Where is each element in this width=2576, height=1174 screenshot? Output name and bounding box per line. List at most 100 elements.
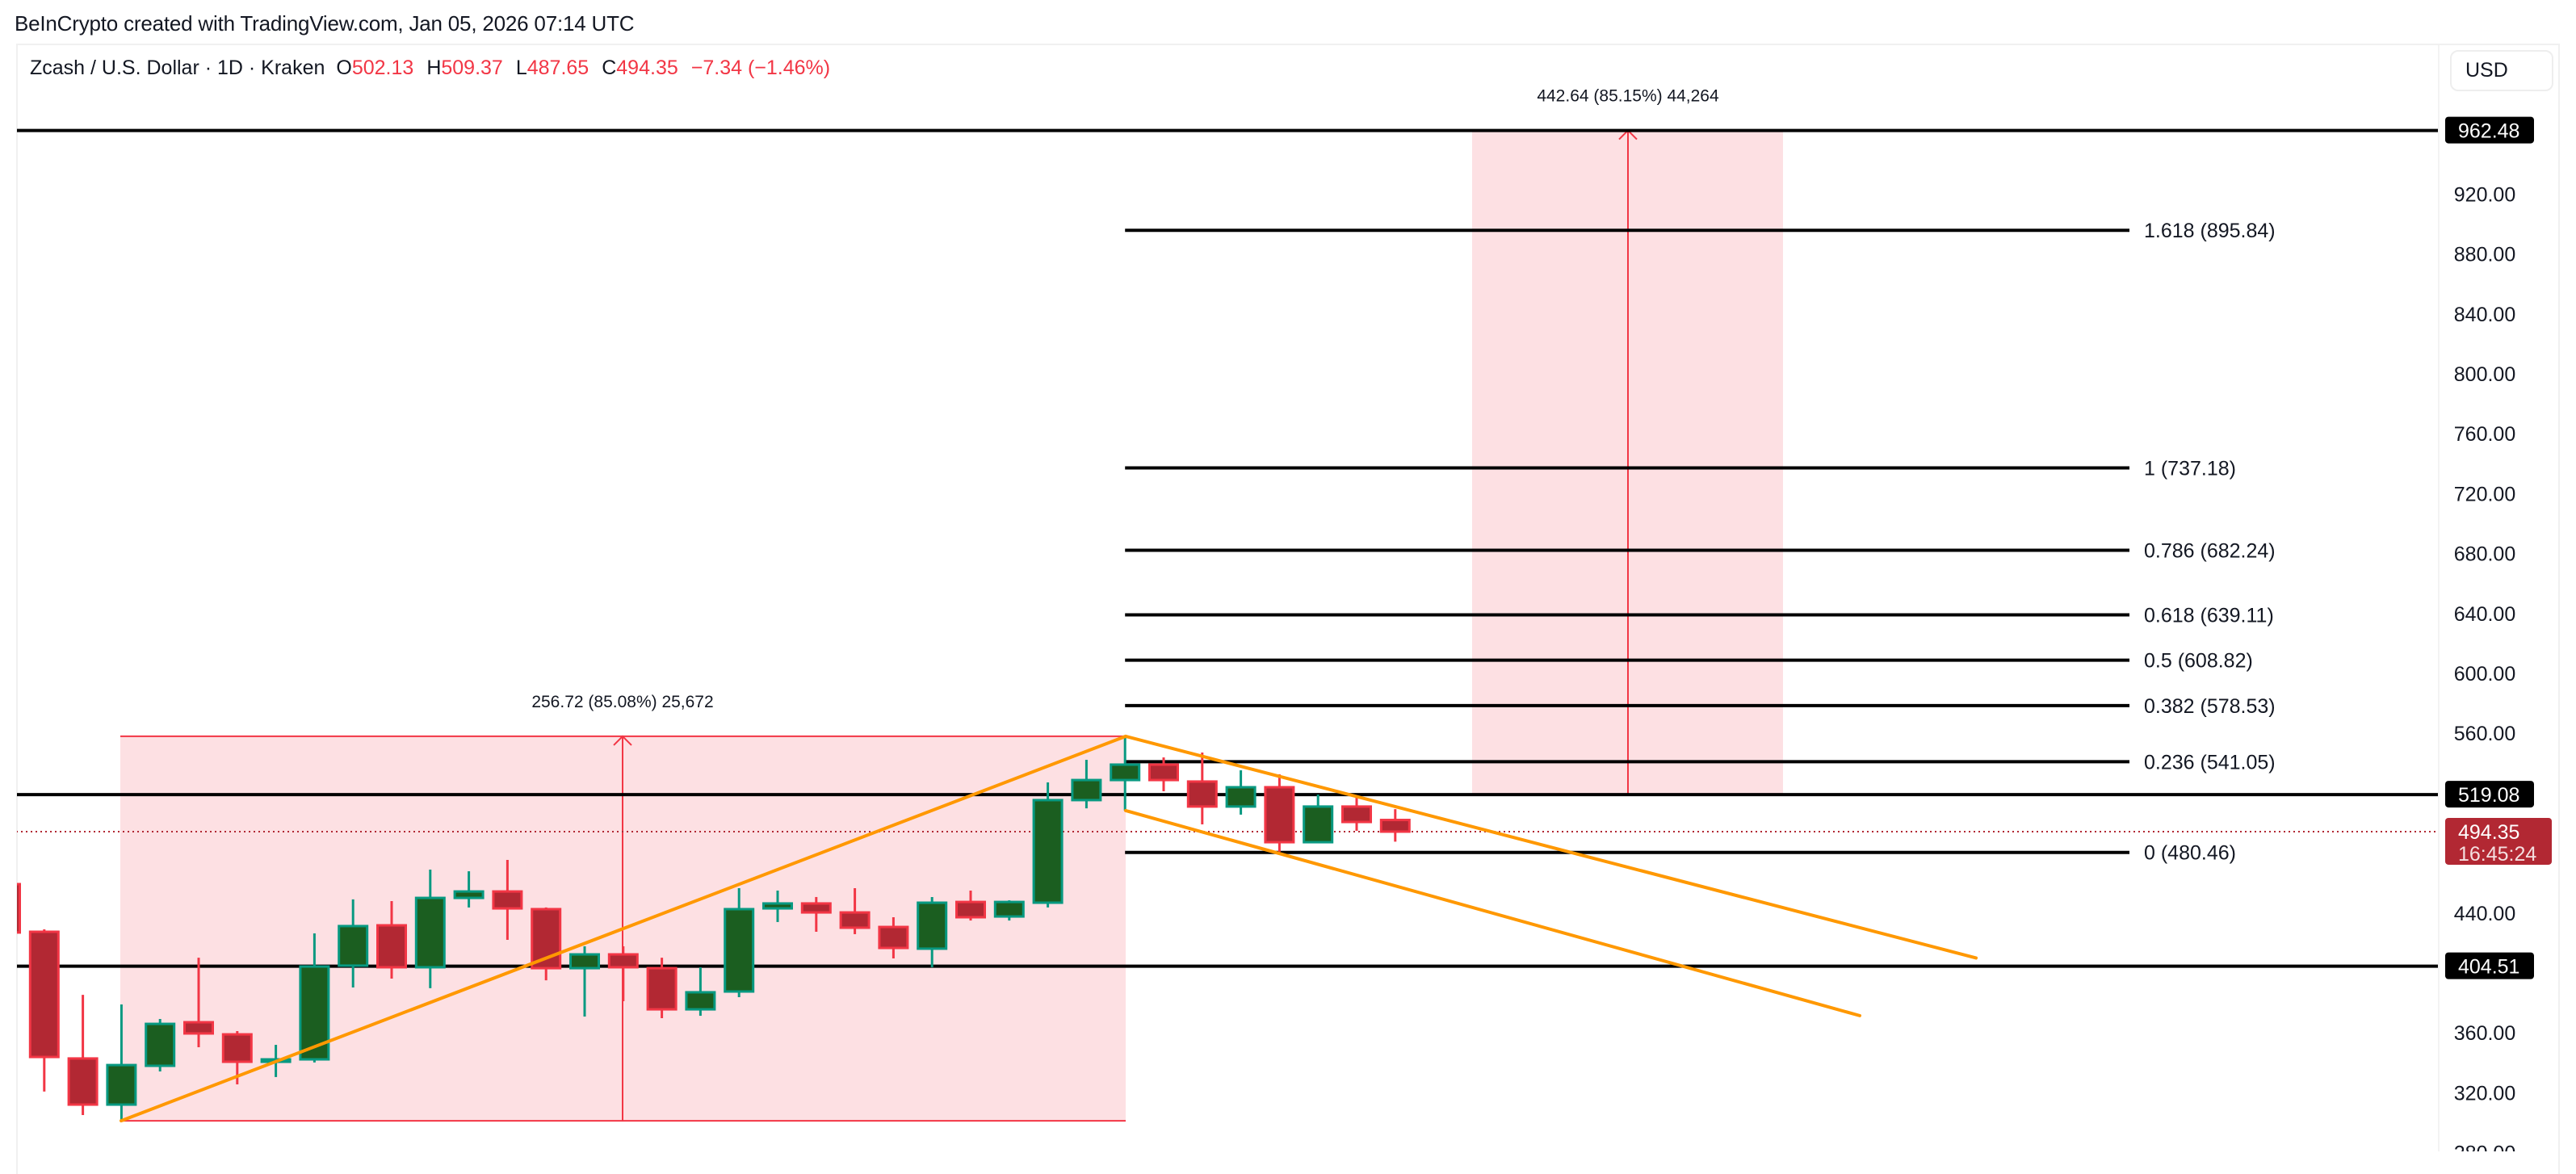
candle[interactable]: [1071, 760, 1102, 809]
close-key: C: [602, 57, 617, 79]
measure-label: 442.64 (85.15%) 44,264: [1537, 87, 1719, 106]
candle-body: [646, 966, 678, 1011]
measure-labels-layer: 256.72 (85.08%) 25,672 442.64 (85.15%) 44…: [531, 87, 1719, 711]
countdown-text: 16:45:24: [2458, 843, 2536, 866]
candle[interactable]: [1303, 795, 1334, 844]
candle-body: [724, 908, 755, 993]
fib-level-label: 0.382 (578.53): [2144, 695, 2276, 718]
candle-body: [183, 1021, 214, 1035]
candle[interactable]: [1379, 809, 1411, 842]
candle[interactable]: [414, 870, 446, 988]
candle[interactable]: [376, 900, 407, 979]
fib-level-label: 0.5 (608.82): [2144, 650, 2253, 673]
price-axis-tick: 360.00: [2454, 1022, 2515, 1045]
candle-body: [607, 953, 639, 969]
price-axis-tick: 760.00: [2454, 423, 2515, 446]
currency-button[interactable]: USD: [2450, 50, 2553, 91]
price-axis-tick: 640.00: [2454, 603, 2515, 626]
candle[interactable]: [1225, 770, 1257, 815]
flag-upper-line[interactable]: [1124, 734, 1978, 960]
candle-body: [67, 1057, 99, 1106]
candle[interactable]: [1264, 774, 1295, 852]
candle[interactable]: [67, 995, 99, 1116]
candle[interactable]: [1186, 752, 1218, 824]
candle-body: [492, 890, 523, 910]
candle[interactable]: [607, 945, 639, 1002]
price-axis-tick: 720.00: [2454, 483, 2515, 505]
candle-body: [1225, 786, 1257, 808]
price-tag: [2445, 116, 2534, 144]
low-key: L: [515, 57, 527, 79]
candle-body: [1071, 778, 1102, 802]
candle[interactable]: [993, 900, 1025, 921]
candle[interactable]: [1341, 797, 1372, 831]
candle[interactable]: [685, 966, 716, 1017]
open-key: O: [336, 57, 352, 79]
candle[interactable]: [839, 888, 871, 934]
candle-body: [1341, 805, 1372, 824]
candle[interactable]: [0, 883, 21, 934]
low-value: 487.65: [527, 57, 589, 79]
candle-body: [1110, 763, 1141, 782]
price-tag-text: 494.35: [2458, 821, 2519, 844]
fib-level-label: 1 (737.18): [2144, 458, 2236, 480]
candlestick-series[interactable]: [0, 736, 1411, 1122]
candle[interactable]: [1110, 736, 1141, 811]
flag-lower-line[interactable]: [1124, 808, 1861, 1017]
price-axis-tick: 320.00: [2454, 1082, 2515, 1105]
fib-level-label: 0 (480.46): [2144, 842, 2236, 865]
symbol-legend: Zcash / U.S. Dollar · 1D · Kraken O 502.…: [30, 57, 830, 80]
price-axis-separator: [2438, 45, 2440, 1151]
price-tag-text: 519.08: [2458, 784, 2519, 807]
candle[interactable]: [955, 890, 986, 921]
candle-body: [878, 925, 909, 950]
candle-body: [839, 911, 871, 929]
candle-body: [453, 890, 485, 899]
candle[interactable]: [338, 899, 369, 987]
candle[interactable]: [183, 958, 214, 1048]
candle-body: [376, 924, 407, 969]
currency-label: USD: [2465, 59, 2508, 82]
candle[interactable]: [106, 1004, 137, 1122]
price-axis-tick: 880.00: [2454, 244, 2515, 266]
candle-body: [685, 991, 716, 1011]
candle[interactable]: [1148, 757, 1179, 791]
fib-level-label: 0.236 (541.05): [2144, 751, 2276, 774]
candle[interactable]: [531, 907, 562, 981]
candle-body: [1379, 819, 1411, 833]
candle-body: [28, 930, 60, 1059]
price-axis-tick: 280.00: [2454, 1143, 2515, 1151]
candle-body: [1303, 805, 1334, 844]
trendlines-layer[interactable]: [120, 734, 1978, 1123]
price-axis-tick: 600.00: [2454, 663, 2515, 686]
symbol-title[interactable]: Zcash / U.S. Dollar · 1D · Kraken: [30, 57, 325, 79]
high-value: 509.37: [441, 57, 503, 79]
candle[interactable]: [762, 890, 793, 922]
price-axis-tick: 920.00: [2454, 183, 2515, 206]
candle[interactable]: [453, 871, 485, 908]
candle[interactable]: [800, 896, 832, 932]
measure-tool-layer[interactable]: [120, 129, 1783, 1122]
candle-body: [762, 902, 793, 910]
attribution-text: BeInCrypto created with TradingView.com,…: [15, 11, 635, 36]
fib-extension-layer[interactable]: 1.618 (895.84) 1 (737.18) 0.786 (682.24) 0.…: [1125, 220, 2276, 865]
close-value: 494.35: [616, 57, 678, 79]
candle[interactable]: [1032, 782, 1064, 908]
candle-body: [917, 901, 948, 950]
candle[interactable]: [28, 929, 60, 1092]
candle[interactable]: [646, 958, 678, 1019]
price-tag: [2445, 952, 2534, 979]
price-axis[interactable]: 920.00 880.00 840.00 800.00 760.00 720.00 680.…: [2454, 183, 2515, 1151]
candle[interactable]: [878, 916, 909, 959]
candle[interactable]: [492, 859, 523, 941]
high-key: H: [426, 57, 442, 79]
candle[interactable]: [569, 945, 600, 1017]
candle[interactable]: [724, 888, 755, 998]
candle-body: [17, 883, 21, 934]
candle[interactable]: [917, 896, 948, 967]
candle[interactable]: [145, 1018, 176, 1072]
open-value: 502.13: [351, 57, 414, 79]
rising-wedge-line[interactable]: [120, 734, 1127, 1123]
